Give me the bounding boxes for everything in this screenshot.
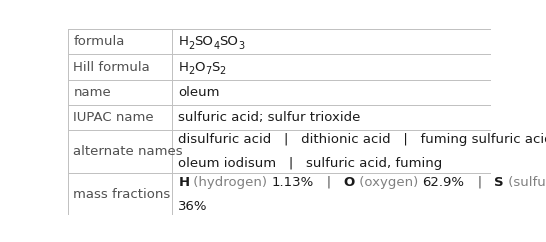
Text: SO: SO <box>219 35 238 48</box>
Text: SO: SO <box>194 35 213 48</box>
Text: |: | <box>465 176 494 189</box>
Bar <box>68 130 491 173</box>
Text: (hydrogen): (hydrogen) <box>189 176 272 189</box>
Text: Hill formula: Hill formula <box>73 60 150 74</box>
Text: oleum iodisum   |   sulfuric acid, fuming: oleum iodisum | sulfuric acid, fuming <box>178 157 442 170</box>
Bar <box>68 173 491 215</box>
Bar <box>68 105 491 130</box>
Text: S: S <box>494 176 504 189</box>
Bar <box>68 80 491 105</box>
Text: 3: 3 <box>238 41 245 51</box>
Text: 36%: 36% <box>178 200 208 212</box>
Text: (sulfur): (sulfur) <box>504 176 546 189</box>
Text: 7: 7 <box>205 66 211 76</box>
Bar <box>68 54 491 80</box>
Text: IUPAC name: IUPAC name <box>73 111 154 124</box>
Text: 4: 4 <box>213 41 219 51</box>
Text: O: O <box>194 60 205 74</box>
Text: formula: formula <box>73 35 124 48</box>
Text: mass fractions: mass fractions <box>73 188 170 201</box>
Bar <box>68 29 491 54</box>
Text: 1.13%: 1.13% <box>272 176 314 189</box>
Text: H: H <box>178 60 188 74</box>
Text: 2: 2 <box>219 66 225 76</box>
Text: sulfuric acid; sulfur trioxide: sulfuric acid; sulfur trioxide <box>178 111 361 124</box>
Text: 2: 2 <box>188 41 194 51</box>
Text: O: O <box>344 176 355 189</box>
Text: H: H <box>178 35 188 48</box>
Text: 2: 2 <box>188 66 194 76</box>
Text: oleum: oleum <box>178 86 220 99</box>
Text: |: | <box>314 176 344 189</box>
Text: (oxygen): (oxygen) <box>355 176 423 189</box>
Text: disulfuric acid   |   dithionic acid   |   fuming sulfuric acid   |: disulfuric acid | dithionic acid | fumin… <box>178 133 546 146</box>
Text: H: H <box>178 176 189 189</box>
Text: 62.9%: 62.9% <box>423 176 465 189</box>
Text: alternate names: alternate names <box>73 145 183 158</box>
Text: name: name <box>73 86 111 99</box>
Text: S: S <box>211 60 219 74</box>
